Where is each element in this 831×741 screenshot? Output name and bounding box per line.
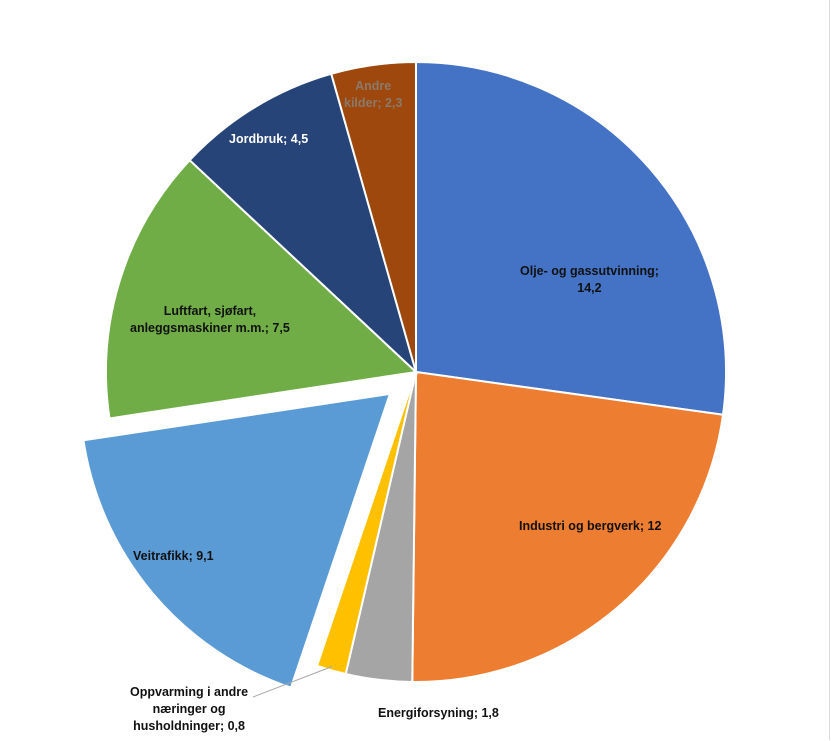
pie-slice: [188, 72, 418, 376]
pie-slice: [315, 371, 417, 676]
pie-slice: [411, 370, 725, 683]
slice-label-line: Veitrafikk; 9,1: [133, 549, 214, 563]
slice-label-line: Jordbruk; 4,5: [229, 132, 309, 146]
slice-label-line: Energiforsyning; 1,8: [378, 706, 499, 720]
slice-label-line: næringer og: [152, 702, 226, 716]
slice-label-line: Oppvarming i andre: [130, 685, 249, 699]
slice-label-veitrafikk: Veitrafikk; 9,1: [133, 548, 214, 565]
slice-label-line: Andre: [355, 79, 392, 93]
slice-label-jordbruk: Jordbruk; 4,5: [229, 131, 308, 148]
slice-label-oppvarming: Oppvarming i andre næringer og husholdni…: [130, 684, 248, 735]
slice-label-line: kilder; 2,3: [344, 96, 403, 110]
slice-label-line: 14,2: [577, 281, 602, 295]
slice-label-line: Olje- og gassutvinning;: [520, 264, 659, 278]
slice-label-line: Luftfart, sjøfart,: [163, 304, 257, 318]
pie-slice: [415, 60, 727, 416]
slice-label-olje-og-gassutvinning: Olje- og gassutvinning; 14,2: [520, 263, 659, 297]
slice-label-industri-og-bergverk: Industri og bergverk; 12: [519, 518, 661, 535]
pie-slice: [330, 60, 417, 373]
slice-label-energiforsyning: Energiforsyning; 1,8: [378, 705, 499, 722]
pie-slice: [82, 392, 392, 689]
slice-label-andre-kilder: Andre kilder; 2,3: [344, 78, 402, 112]
pie-slice: [105, 158, 419, 420]
slice-label-line: anleggsmaskiner m.m.; 7,5: [130, 321, 290, 335]
leader-line: [252, 665, 333, 698]
slice-label-luftfart-sjofart: Luftfart, sjøfart, anleggsmaskiner m.m.;…: [130, 303, 290, 337]
slice-label-line: Industri og bergverk; 12: [519, 519, 662, 533]
slice-label-line: husholdninger; 0,8: [133, 719, 245, 733]
